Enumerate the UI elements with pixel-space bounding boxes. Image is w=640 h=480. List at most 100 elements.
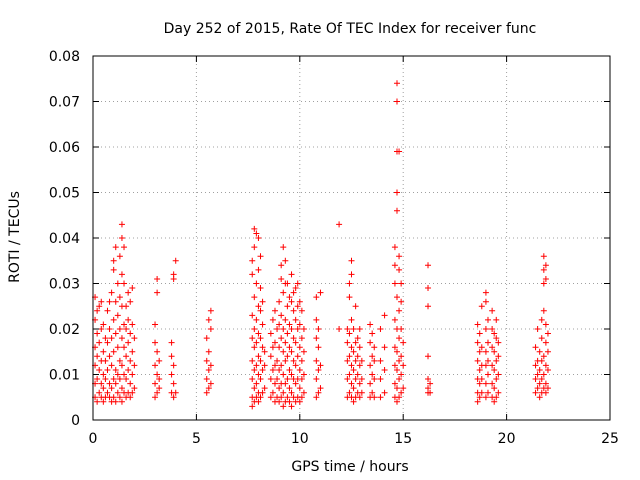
plot-frame [92, 55, 611, 421]
data-point [288, 389, 295, 396]
data-point [542, 321, 549, 328]
data-point [129, 285, 136, 292]
data-point [356, 326, 363, 332]
data-point [255, 398, 262, 405]
data-point [261, 348, 268, 355]
data-point [381, 344, 388, 351]
data-point [203, 335, 210, 342]
data-point [127, 298, 134, 305]
y-tick-label: 0.08 [49, 49, 80, 65]
data-point [257, 253, 264, 260]
data-point [425, 385, 432, 392]
data-point [544, 330, 551, 337]
data-point [116, 376, 123, 383]
data-point [125, 289, 132, 296]
data-point [284, 330, 291, 337]
data-point [102, 357, 109, 364]
data-point [267, 330, 274, 337]
data-point [274, 326, 281, 332]
y-axis-label: ROTI / TECUs [7, 191, 23, 283]
data-point [425, 376, 432, 383]
data-point [396, 335, 403, 342]
y-tick-label: 0.07 [49, 95, 80, 111]
data-point [207, 380, 214, 387]
data-point [495, 389, 502, 396]
data-point [348, 380, 355, 387]
data-point [116, 394, 123, 401]
data-point [495, 339, 502, 346]
data-point [172, 389, 179, 396]
x-tick-label: 15 [394, 431, 412, 447]
data-point [127, 357, 134, 364]
data-point [271, 307, 278, 314]
data-point [292, 285, 299, 292]
data-point [108, 289, 115, 296]
data-point [203, 376, 210, 383]
x-tick-label: 0 [89, 431, 98, 447]
data-point [121, 344, 128, 351]
data-point [280, 389, 287, 396]
data-point [393, 385, 400, 392]
data-point [123, 326, 130, 332]
data-point [152, 362, 159, 369]
data-point [313, 335, 320, 342]
data-point [398, 280, 405, 287]
data-point [114, 280, 121, 287]
data-point [267, 394, 274, 401]
data-point [108, 385, 115, 392]
data-point [249, 403, 256, 410]
data-point [532, 389, 539, 396]
data-point [348, 316, 355, 323]
data-point [170, 380, 177, 387]
data-point [282, 257, 289, 264]
data-point [114, 371, 121, 378]
data-point [106, 326, 113, 332]
data-point [536, 366, 543, 373]
data-point [348, 362, 355, 369]
data-point [100, 321, 107, 328]
data-point [542, 389, 549, 396]
data-point [544, 385, 551, 392]
data-point [156, 357, 163, 364]
data-point [346, 330, 353, 337]
x-tick-label: 5 [192, 431, 201, 447]
data-point [251, 326, 258, 332]
data-point [493, 376, 500, 383]
data-point [280, 403, 287, 410]
data-point [400, 339, 407, 346]
data-point [96, 366, 103, 373]
data-point [425, 353, 432, 360]
data-point [540, 266, 547, 273]
data-point [542, 362, 549, 369]
data-point [255, 235, 262, 241]
data-point [280, 326, 287, 332]
data-point [371, 376, 378, 383]
data-point [482, 362, 489, 369]
data-point [474, 357, 481, 364]
data-point [482, 394, 489, 401]
data-point [284, 280, 291, 287]
data-point [257, 307, 264, 314]
data-point [106, 298, 113, 305]
data-point [294, 303, 301, 310]
data-point [298, 335, 305, 342]
data-point [102, 376, 109, 383]
data-point [271, 339, 278, 346]
data-point [110, 316, 117, 323]
data-point [251, 244, 258, 251]
data-point [100, 371, 107, 378]
data-point [125, 366, 132, 373]
y-tick-label: 0.06 [49, 140, 80, 156]
data-point [540, 307, 547, 314]
data-point [259, 298, 266, 305]
data-point [278, 394, 285, 401]
data-point [538, 357, 545, 364]
data-point [495, 353, 502, 360]
data-point [391, 380, 398, 387]
data-point [205, 366, 212, 373]
data-point [156, 376, 163, 383]
data-point [398, 298, 405, 305]
data-point [542, 380, 549, 387]
data-point [371, 394, 378, 401]
